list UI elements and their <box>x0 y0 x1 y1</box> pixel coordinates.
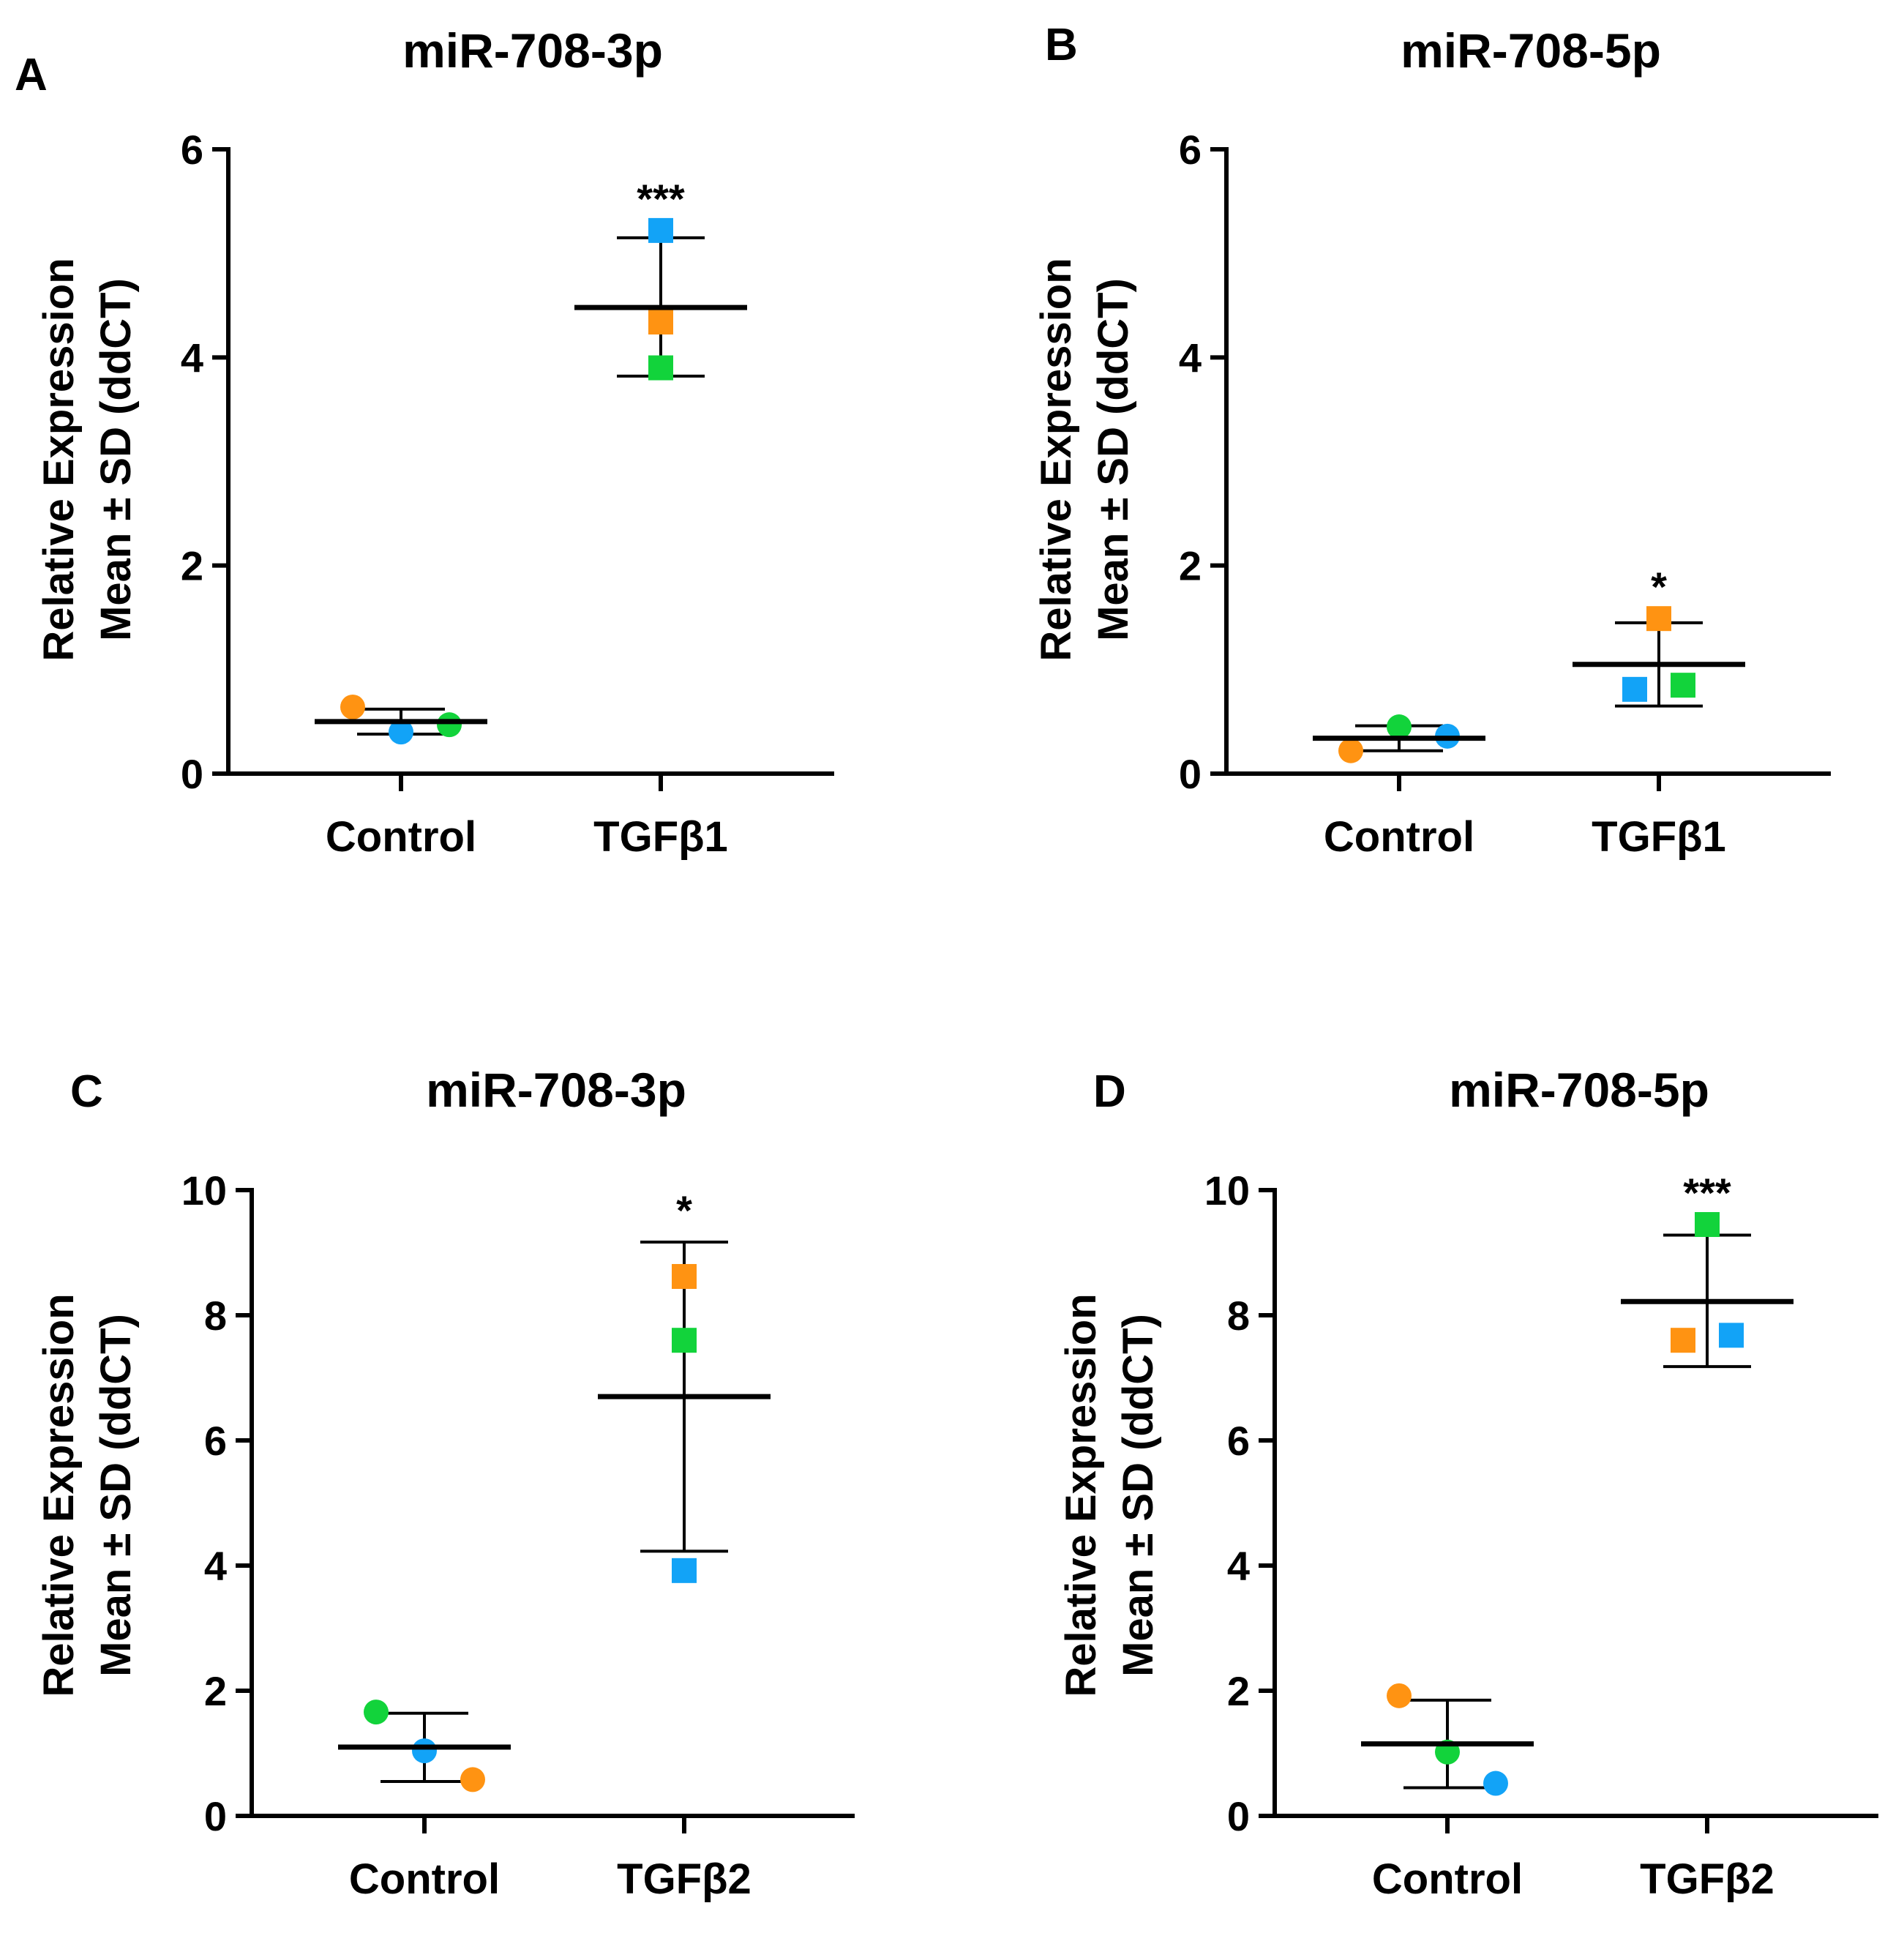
data-point-green <box>672 1328 697 1353</box>
chart-title: miR-708-3p <box>426 1063 686 1117</box>
data-point-blue <box>412 1738 437 1764</box>
significance-label: * <box>676 1187 692 1233</box>
data-point-blue <box>648 217 673 243</box>
data-point-orange <box>340 695 365 720</box>
y-tick-label: 0 <box>181 751 203 797</box>
data-point-orange <box>1671 1328 1695 1353</box>
data-point-green <box>364 1700 389 1725</box>
y-tick-label: 4 <box>1179 334 1202 381</box>
panel-letter: A <box>15 50 48 100</box>
data-point-orange <box>672 1263 697 1289</box>
data-point-green <box>1671 673 1695 698</box>
y-tick-label: 2 <box>181 543 203 589</box>
y-tick-label: 10 <box>1204 1167 1250 1214</box>
x-tick-label: Control <box>1372 1855 1523 1903</box>
data-point-orange <box>648 309 673 334</box>
y-axis-label-line1: Relative Expression <box>1032 258 1080 661</box>
y-axis-label-line2: Mean ± SD (ddCT) <box>1114 1314 1162 1677</box>
y-tick-label: 4 <box>181 334 203 381</box>
data-point-green <box>648 355 673 381</box>
chart-title: miR-708-5p <box>1401 23 1661 78</box>
data-point-green <box>1387 714 1412 740</box>
significance-label: *** <box>1683 1170 1731 1216</box>
y-tick-label: 6 <box>1227 1418 1250 1464</box>
y-axis-label-line1: Relative Expression <box>35 1293 83 1697</box>
data-point-orange <box>1338 738 1363 763</box>
data-point-blue <box>1622 676 1647 702</box>
data-point-blue <box>672 1558 697 1583</box>
y-axis-label-line2: Mean ± SD (ddCT) <box>1090 278 1137 641</box>
y-axis-label-line2: Mean ± SD (ddCT) <box>92 1314 140 1677</box>
panel-letter: B <box>1045 20 1078 70</box>
panel-a: A miR-708-3p Relative Expression Mean ± … <box>15 23 834 861</box>
data-point-orange <box>460 1767 485 1792</box>
data-point-blue <box>389 719 413 745</box>
chart-title: miR-708-3p <box>402 23 663 78</box>
x-tick-label: TGFβ2 <box>1640 1855 1774 1903</box>
y-axis-label-line1: Relative Expression <box>35 258 83 661</box>
panel-c: C miR-708-3p Relative Expression Mean ± … <box>35 1063 855 1903</box>
x-tick-label: TGFβ1 <box>593 813 728 861</box>
y-axis-label-line2: Mean ± SD (ddCT) <box>92 278 140 641</box>
y-tick-label: 0 <box>1179 751 1202 797</box>
x-tick-label: TGFβ1 <box>1592 813 1726 861</box>
y-tick-label: 8 <box>204 1293 227 1339</box>
significance-label: *** <box>637 176 685 222</box>
y-tick-label: 4 <box>204 1543 227 1589</box>
y-tick-label: 4 <box>1227 1543 1250 1589</box>
x-tick-label: TGFβ2 <box>617 1855 752 1903</box>
data-point-orange <box>1387 1683 1412 1708</box>
panel-letter: C <box>70 1066 103 1117</box>
y-tick-label: 6 <box>204 1418 227 1464</box>
data-point-green <box>437 712 462 738</box>
panel-b: B miR-708-5p Relative Expression Mean ± … <box>1032 20 1831 861</box>
data-point-blue <box>1483 1771 1508 1796</box>
y-tick-label: 10 <box>181 1167 227 1214</box>
chart-title: miR-708-5p <box>1449 1063 1709 1117</box>
y-tick-label: 2 <box>1179 543 1202 589</box>
x-tick-label: Control <box>1324 813 1474 861</box>
data-point-blue <box>1719 1323 1744 1348</box>
x-tick-label: Control <box>326 813 476 861</box>
x-tick-label: Control <box>349 1855 500 1903</box>
y-tick-label: 6 <box>1179 127 1202 173</box>
y-tick-label: 2 <box>1227 1668 1250 1714</box>
y-tick-label: 2 <box>204 1668 227 1714</box>
y-axis-label-line1: Relative Expression <box>1057 1293 1105 1697</box>
y-tick-label: 8 <box>1227 1293 1250 1339</box>
y-tick-label: 0 <box>204 1793 227 1839</box>
panel-letter: D <box>1093 1066 1126 1117</box>
data-point-orange <box>1646 606 1671 632</box>
panel-d: D miR-708-5p Relative Expression Mean ± … <box>1057 1063 1878 1903</box>
significance-label: * <box>1651 564 1667 610</box>
y-tick-label: 0 <box>1227 1793 1250 1839</box>
y-tick-label: 6 <box>181 127 203 173</box>
data-point-green <box>1695 1212 1720 1238</box>
